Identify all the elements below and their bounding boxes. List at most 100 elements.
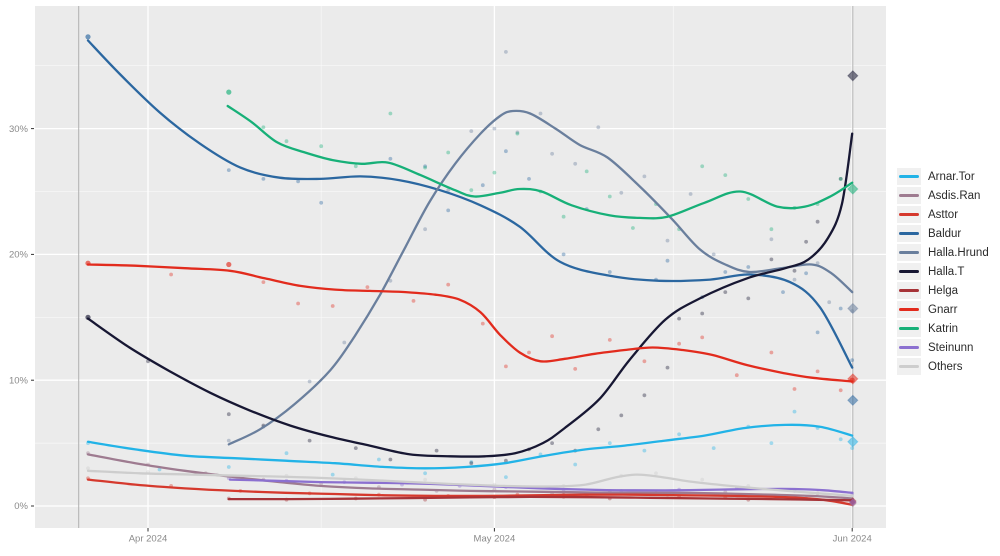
poll-point-Baldur xyxy=(665,258,670,263)
poll-point-Arnar.Tor xyxy=(284,451,289,456)
poll-point-Katrin xyxy=(423,165,427,170)
poll-point-Arnar.Tor xyxy=(850,446,855,450)
trend-line-Katrin xyxy=(226,104,854,220)
y-axis-label-30%: 30% xyxy=(9,124,29,135)
result-diamond-Steinunn xyxy=(848,498,857,507)
poll-point-Baldur xyxy=(261,177,266,181)
poll-point-Gnarr xyxy=(677,341,681,346)
poll-point-Arnar.Tor xyxy=(423,471,427,476)
poll-point-Halla.Hrund xyxy=(538,111,543,116)
poll-point-Halla.T xyxy=(792,268,797,273)
legend-label: Steinunn xyxy=(928,341,974,354)
poll-point-Halla.T xyxy=(769,257,774,262)
poll-point-Halla.T xyxy=(388,457,393,462)
poll-point-Halla.T xyxy=(307,438,312,443)
x-axis-label: Jun 2024 xyxy=(833,534,872,545)
poll-point-Baldur xyxy=(746,265,751,269)
legend-label: Helga xyxy=(928,284,959,297)
poll-point-Arnar.Tor xyxy=(226,465,231,469)
poll-point-Gnarr xyxy=(261,280,266,284)
poll-point-Halla.Hrund xyxy=(492,126,497,131)
poll-point-Gnarr xyxy=(504,364,508,369)
legend-label: Asttor xyxy=(928,208,959,221)
poll-point-Gnarr xyxy=(734,373,739,378)
poll-point-Halla.Hrund xyxy=(815,261,820,266)
poll-point-Katrin xyxy=(584,169,589,174)
poll-point-Halla.Hrund xyxy=(827,300,832,305)
poll-point-Others xyxy=(654,471,658,476)
poll-point-Halla.Hrund xyxy=(226,438,231,443)
trend-line-Halla.T xyxy=(86,132,854,458)
poll-point-Baldur xyxy=(850,358,855,362)
poll-point-Gnarr xyxy=(169,272,174,277)
poll-point-Halla.T xyxy=(469,461,474,466)
trend-line-Steinunn xyxy=(228,478,854,494)
poll-point-Halla.Hrund xyxy=(769,237,774,242)
poll-point-Arnar.Tor xyxy=(769,441,774,445)
poll-point-Halla.T xyxy=(504,458,508,463)
poll-point-Gnarr xyxy=(838,388,843,393)
y-axis-label-10%: 10% xyxy=(9,375,29,386)
poll-point-Gnarr xyxy=(769,350,774,355)
legend: Arnar.Tor Asdis.Ran Asttor Baldur Halla.Hrun… xyxy=(897,168,999,375)
poll-point-Halla.Hrund xyxy=(642,174,647,179)
poll-point-Katrin xyxy=(769,227,774,232)
legend-label: Arnar.Tor xyxy=(928,170,975,183)
poll-point-Baldur xyxy=(480,183,485,188)
poll-point-Halla.T xyxy=(353,446,358,450)
poll-point-Halla.T xyxy=(226,412,231,417)
legend-item-arnar-tor: Arnar.Tor xyxy=(897,168,999,185)
legend-item-katrin: Katrin xyxy=(897,320,999,337)
legend-line-icon xyxy=(899,194,919,197)
legend-item-halla-hrund: Halla.Hrund xyxy=(897,244,999,261)
poll-point-Baldur xyxy=(388,156,393,161)
poll-point-Gnarr xyxy=(296,301,300,306)
poll-point-Baldur xyxy=(527,177,531,181)
poll-point-Arnar.Tor xyxy=(573,462,578,467)
poll-point-Baldur xyxy=(607,270,612,274)
legend-line-icon xyxy=(899,327,919,330)
poll-point-Baldur xyxy=(804,271,808,276)
legend-key-swatch xyxy=(897,225,921,242)
poll-point-Katrin xyxy=(446,150,451,155)
poll-point-Halla.T xyxy=(804,239,808,244)
poll-point-Baldur xyxy=(561,252,566,257)
poll-point-Gnarr xyxy=(330,304,335,308)
poll-point-Baldur xyxy=(815,330,820,335)
poll-point-Baldur xyxy=(226,168,231,173)
poll-point-Halla.Hrund xyxy=(446,188,451,193)
poll-point-Baldur xyxy=(296,179,300,184)
poll-point-Halla.T xyxy=(746,296,751,301)
poll-point-Gnarr xyxy=(446,282,451,287)
y-axis-label-20%: 20% xyxy=(9,250,29,261)
poll-point-Gnarr xyxy=(226,261,232,268)
poll-point-Halla.T xyxy=(665,365,670,370)
poll-point-Halla.T xyxy=(619,413,624,418)
legend-key-swatch xyxy=(897,358,921,375)
legend-key-swatch xyxy=(897,244,921,261)
poll-point-Arnar.Tor xyxy=(330,472,335,477)
poll-point-Katrin xyxy=(838,177,843,181)
poll-point-Arnar.Tor xyxy=(792,409,797,414)
poll-point-Arnar.Tor xyxy=(607,441,612,445)
poll-point-Baldur xyxy=(723,270,728,274)
legend-item-gnarr: Gnarr xyxy=(897,301,999,318)
poll-point-Halla.Hrund xyxy=(619,190,624,195)
legend-key-swatch xyxy=(897,320,921,337)
legend-line-icon xyxy=(899,232,919,235)
poll-point-Halla.Hrund xyxy=(596,125,601,130)
poll-point-Katrin xyxy=(388,111,393,116)
legend-item-helga: Helga xyxy=(897,282,999,299)
y-axis-label-0%: 0% xyxy=(14,501,28,512)
trend-line-Baldur xyxy=(86,39,854,369)
poll-point-Gnarr xyxy=(480,321,485,326)
legend-key-swatch xyxy=(897,187,921,204)
legend-item-baldur: Baldur xyxy=(897,225,999,242)
poll-point-Gnarr xyxy=(573,367,578,371)
poll-point-Halla.Hrund xyxy=(423,227,427,232)
legend-item-asttor: Asttor xyxy=(897,206,999,223)
poll-point-Baldur xyxy=(446,208,451,213)
legend-label: Others xyxy=(928,360,963,373)
